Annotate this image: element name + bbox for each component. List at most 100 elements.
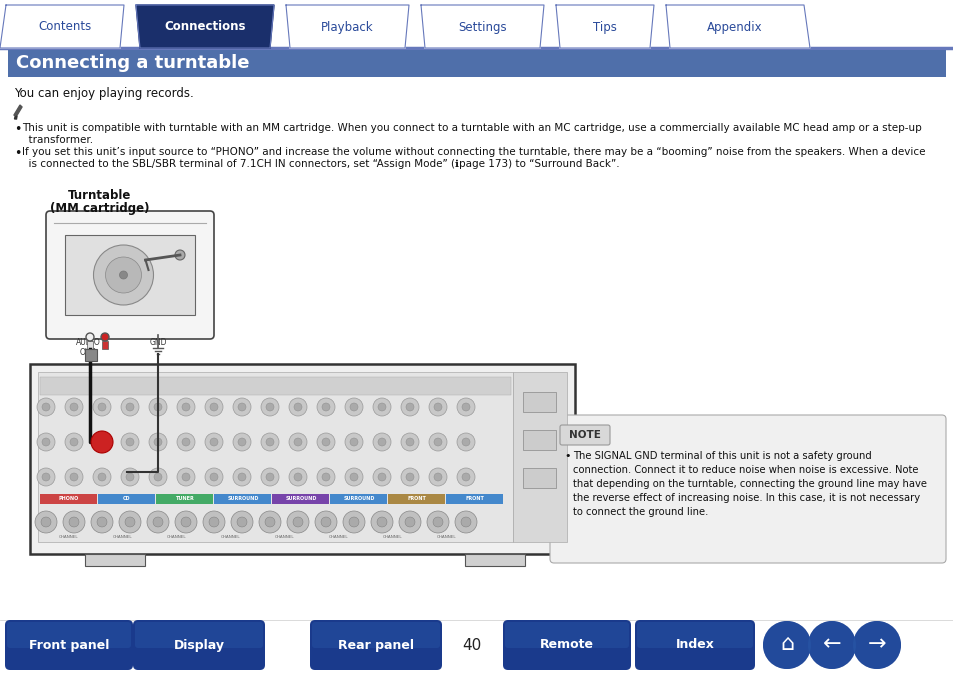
Bar xyxy=(522,468,556,488)
Circle shape xyxy=(37,468,55,486)
Bar xyxy=(446,494,502,504)
Circle shape xyxy=(65,398,83,416)
Circle shape xyxy=(852,621,900,669)
Text: Playback: Playback xyxy=(321,20,374,34)
Circle shape xyxy=(456,398,475,416)
Circle shape xyxy=(65,433,83,451)
Text: PHONO: PHONO xyxy=(59,497,79,501)
Circle shape xyxy=(126,403,133,411)
Circle shape xyxy=(65,468,83,486)
Circle shape xyxy=(316,398,335,416)
Circle shape xyxy=(433,517,442,527)
Text: GND: GND xyxy=(149,338,167,347)
Text: TUNER: TUNER xyxy=(175,497,194,501)
FancyBboxPatch shape xyxy=(559,425,609,445)
Text: The SIGNAL GND terminal of this unit is not a safety ground
connection. Connect : The SIGNAL GND terminal of this unit is … xyxy=(573,451,926,517)
Text: Appendix: Appendix xyxy=(706,20,762,34)
Circle shape xyxy=(266,473,274,481)
Circle shape xyxy=(177,398,194,416)
Text: SURROUND: SURROUND xyxy=(227,497,258,501)
Circle shape xyxy=(320,517,331,527)
Circle shape xyxy=(807,621,855,669)
Circle shape xyxy=(91,511,112,533)
Bar xyxy=(213,494,271,504)
Circle shape xyxy=(149,398,167,416)
Circle shape xyxy=(461,438,470,446)
Circle shape xyxy=(209,517,219,527)
Circle shape xyxy=(429,468,447,486)
Circle shape xyxy=(231,511,253,533)
Polygon shape xyxy=(420,5,543,48)
Text: You can enjoy playing records.: You can enjoy playing records. xyxy=(14,87,193,100)
Circle shape xyxy=(377,438,386,446)
Text: CHANNEL: CHANNEL xyxy=(113,535,132,539)
Circle shape xyxy=(427,511,449,533)
Circle shape xyxy=(70,403,78,411)
Bar xyxy=(87,341,92,349)
Circle shape xyxy=(434,403,441,411)
Circle shape xyxy=(177,433,194,451)
Circle shape xyxy=(149,468,167,486)
Bar xyxy=(38,372,513,542)
Bar xyxy=(522,430,556,450)
Circle shape xyxy=(434,438,441,446)
Bar xyxy=(330,494,387,504)
Circle shape xyxy=(400,433,418,451)
Circle shape xyxy=(92,468,111,486)
Circle shape xyxy=(210,473,218,481)
Text: CHANNEL: CHANNEL xyxy=(329,535,349,539)
Circle shape xyxy=(456,468,475,486)
Text: Index: Index xyxy=(675,639,714,651)
FancyBboxPatch shape xyxy=(310,620,441,670)
Polygon shape xyxy=(0,5,124,48)
Circle shape xyxy=(35,511,57,533)
Text: CD: CD xyxy=(123,497,131,501)
Text: Settings: Settings xyxy=(457,20,506,34)
Circle shape xyxy=(181,517,191,527)
Circle shape xyxy=(63,511,85,533)
FancyBboxPatch shape xyxy=(312,622,439,648)
Circle shape xyxy=(86,333,94,341)
Text: Display: Display xyxy=(173,639,224,651)
Circle shape xyxy=(236,517,247,527)
Text: AUDIO
OUT: AUDIO OUT xyxy=(75,338,100,357)
Text: Tips: Tips xyxy=(593,20,617,34)
FancyBboxPatch shape xyxy=(7,622,131,648)
Circle shape xyxy=(456,433,475,451)
Circle shape xyxy=(294,473,302,481)
Circle shape xyxy=(406,438,414,446)
Bar xyxy=(98,494,154,504)
Circle shape xyxy=(205,433,223,451)
Bar xyxy=(102,341,108,349)
Circle shape xyxy=(70,473,78,481)
FancyBboxPatch shape xyxy=(637,622,752,648)
Circle shape xyxy=(343,511,365,533)
Text: Turntable: Turntable xyxy=(69,189,132,202)
Bar xyxy=(388,494,444,504)
Circle shape xyxy=(205,468,223,486)
Circle shape xyxy=(293,517,303,527)
Polygon shape xyxy=(556,5,654,48)
Text: Connections: Connections xyxy=(164,20,246,34)
Bar xyxy=(30,364,575,554)
Text: Connecting a turntable: Connecting a turntable xyxy=(16,55,250,73)
Circle shape xyxy=(429,398,447,416)
Text: CHANNEL: CHANNEL xyxy=(221,535,240,539)
Circle shape xyxy=(266,438,274,446)
Text: CHANNEL: CHANNEL xyxy=(436,535,456,539)
Polygon shape xyxy=(14,116,17,119)
Circle shape xyxy=(41,517,51,527)
Circle shape xyxy=(106,257,141,293)
Circle shape xyxy=(373,398,391,416)
Circle shape xyxy=(376,517,387,527)
Circle shape xyxy=(762,621,810,669)
Text: Contents: Contents xyxy=(38,20,91,34)
Circle shape xyxy=(373,468,391,486)
Circle shape xyxy=(373,433,391,451)
Circle shape xyxy=(237,473,246,481)
Text: CHANNEL: CHANNEL xyxy=(383,535,402,539)
Circle shape xyxy=(406,403,414,411)
Text: ←: ← xyxy=(821,634,841,654)
Circle shape xyxy=(233,433,251,451)
FancyBboxPatch shape xyxy=(502,620,630,670)
